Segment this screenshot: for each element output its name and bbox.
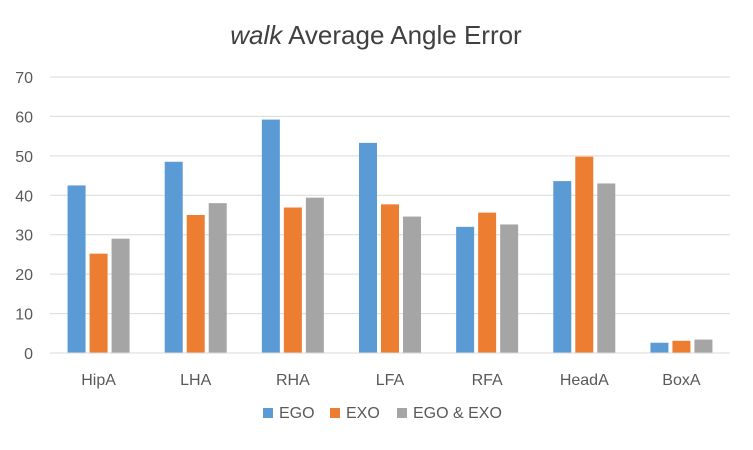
y-tick-label: 10 [15,307,33,324]
legend-label: EXO [346,405,380,422]
bar-ego-exo-hipa [111,238,130,353]
bar-exo-heada [575,156,594,353]
bar-ego-heada [553,181,572,353]
x-tick-label: LFA [376,372,405,389]
x-tick-label: RHA [276,372,310,389]
x-tick-label: HipA [81,372,116,389]
x-tick-label: RFA [472,372,503,389]
chart-title-emphasis: walk [230,20,284,50]
chart-title: walk Average Angle Error [230,20,522,50]
axes: 0 10 20 30 40 50 60 70 HipA LHA RHA LFA RFA HeadA BoxA [15,70,730,389]
y-tick-label: 70 [15,70,33,87]
bar-exo-lfa [381,204,399,353]
bar-ego-exo-rfa [500,224,519,353]
legend-swatch [263,408,273,418]
bar-ego-rha [261,119,280,353]
legend-swatch [397,408,407,418]
bar-exo-rfa [478,212,497,353]
bar-exo-lha [186,215,205,353]
bar-ego-boxa [650,342,669,353]
x-tick-label: HeadA [560,372,609,389]
legend-label: EGO & EXO [413,405,502,422]
y-tick-label: 50 [15,149,33,166]
y-tick-label: 60 [15,109,33,126]
y-tick-label: 40 [15,188,33,205]
y-tick-label: 30 [15,228,33,245]
legend-label: EGO [279,405,315,422]
bar-ego-lha [164,161,183,353]
bar-ego-exo-boxa [694,339,713,353]
legend-swatch [330,408,340,418]
bar-exo-boxa [672,340,691,353]
bar-ego-lfa [359,142,377,353]
chart-title-main: Average Angle Error [288,20,522,50]
bar-ego-hipa [67,185,86,353]
bar-exo-hipa [89,253,108,353]
y-tick-label: 20 [15,267,33,284]
x-tick-label: BoxA [662,372,701,389]
bar-exo-rha [283,207,302,353]
bars [67,119,713,353]
legend: EGO EXO EGO & EXO [263,405,502,422]
bar-ego-exo-lha [208,203,227,353]
bar-ego-exo-lfa [403,216,421,353]
x-tick-label: LHA [180,372,211,389]
bar-ego-exo-heada [597,183,616,353]
y-tick-label: 0 [24,346,33,363]
bar-ego-exo-rha [305,197,324,353]
bar-ego-rfa [456,226,475,353]
